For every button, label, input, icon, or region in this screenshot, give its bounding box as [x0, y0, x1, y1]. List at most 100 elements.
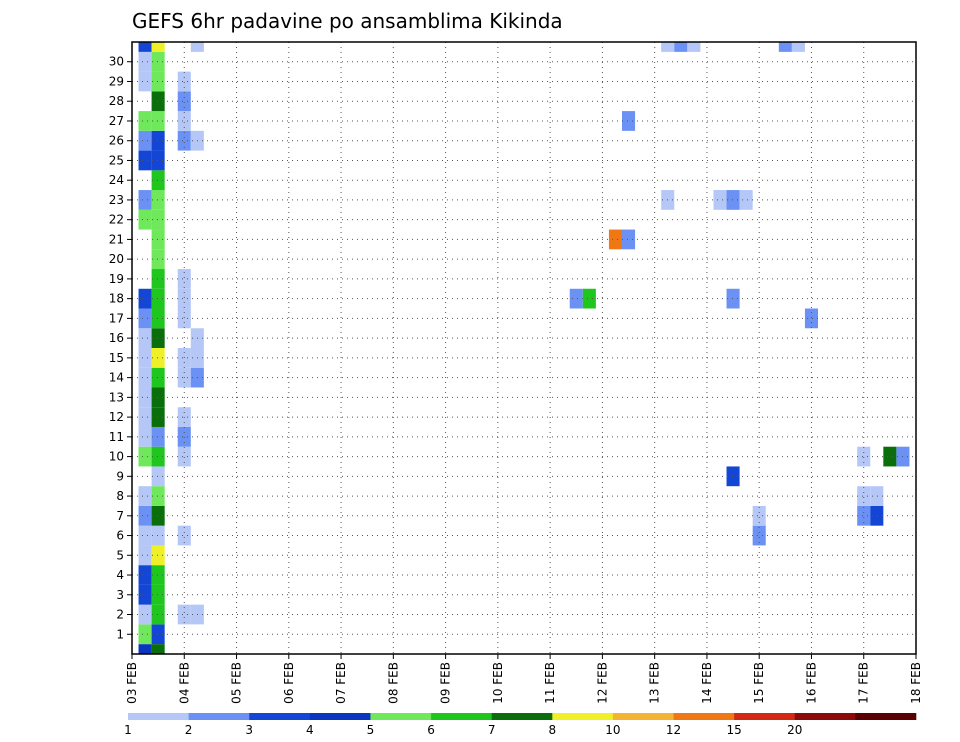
x-tick-label: 05 FEB: [230, 662, 244, 704]
precip-cell: [883, 446, 897, 467]
y-tick-label: 14: [109, 371, 124, 385]
colorbar-label: 12: [666, 723, 681, 737]
x-tick-label: 16 FEB: [804, 662, 818, 704]
precip-cell: [752, 505, 766, 526]
colorbar-label: 3: [245, 723, 253, 737]
y-tick-label: 27: [109, 114, 124, 128]
precip-cell: [151, 229, 165, 250]
precip-cell: [857, 505, 871, 526]
precip-cell: [138, 644, 152, 654]
precip-cell: [857, 486, 871, 506]
precip-cell: [739, 190, 753, 210]
precip-cell: [778, 42, 792, 52]
precip-cell: [151, 624, 165, 645]
precip-cell: [138, 42, 152, 52]
y-tick-label: 3: [116, 588, 124, 602]
colorbar-label: 10: [605, 723, 620, 737]
precip-cell: [857, 446, 871, 467]
y-tick-label: 2: [116, 608, 124, 622]
precip-cell: [177, 604, 191, 625]
precip-cell: [870, 486, 884, 506]
precip-cell: [138, 111, 152, 131]
x-tick-label: 13 FEB: [648, 662, 662, 704]
colorbar-swatch: [431, 713, 492, 720]
precip-cell: [151, 71, 165, 92]
precip-cell: [151, 407, 165, 427]
precip-cell: [151, 446, 165, 467]
precip-cell: [138, 387, 152, 408]
precip-cell: [151, 130, 165, 151]
x-tick-label: 17 FEB: [857, 662, 871, 704]
colorbar-swatch: [128, 713, 189, 720]
y-tick-label: 8: [116, 489, 124, 503]
precip-cell: [138, 525, 152, 546]
x-tick-label: 04 FEB: [177, 662, 191, 704]
precip-cell: [151, 42, 165, 52]
x-tick-label: 18 FEB: [909, 662, 923, 704]
x-tick-label: 08 FEB: [386, 662, 400, 704]
precip-cell: [151, 209, 165, 230]
precip-cell: [151, 466, 165, 487]
precip-cell: [622, 229, 636, 250]
colorbar-swatch: [734, 713, 796, 720]
precip-cell: [661, 42, 675, 52]
precip-cell: [138, 604, 152, 625]
x-tick-label: 11 FEB: [543, 662, 557, 704]
precip-cell: [151, 190, 165, 210]
precip-cell: [138, 426, 152, 447]
colorbar-label: 7: [488, 723, 496, 737]
precip-cell: [138, 51, 152, 72]
precip-cell: [177, 269, 191, 289]
precip-cell: [569, 288, 583, 309]
colorbar-swatch: [309, 713, 371, 720]
precip-cell: [138, 190, 152, 210]
y-tick-label: 23: [109, 193, 124, 207]
precip-cell: [151, 51, 165, 72]
x-tick-label: 10 FEB: [491, 662, 505, 704]
precip-cell: [151, 308, 165, 329]
y-tick-label: 16: [109, 331, 124, 345]
precip-cell: [151, 486, 165, 506]
precip-cell: [151, 288, 165, 309]
precip-cell: [138, 486, 152, 506]
y-tick-label: 21: [109, 232, 124, 246]
precip-cell: [151, 426, 165, 447]
colorbar-label: 4: [306, 723, 314, 737]
y-tick-label: 13: [109, 390, 124, 404]
y-tick-label: 20: [109, 252, 124, 266]
x-tick-label: 09 FEB: [439, 662, 453, 704]
precip-cell: [151, 170, 165, 191]
plot-frame: [131, 41, 917, 655]
y-tick-label: 1: [116, 627, 124, 641]
colorbar-swatch: [673, 713, 735, 720]
precip-cell: [138, 565, 152, 585]
precip-cell: [138, 584, 152, 605]
colorbar-label: 6: [427, 723, 435, 737]
y-tick-label: 12: [109, 410, 124, 424]
y-tick-label: 10: [109, 450, 124, 464]
precip-cell: [177, 111, 191, 131]
y-tick-label: 30: [109, 55, 124, 69]
precip-cell: [151, 348, 165, 368]
precip-cell: [177, 288, 191, 309]
precip-cell: [151, 584, 165, 605]
y-tick-label: 7: [116, 509, 124, 523]
y-tick-label: 6: [116, 529, 124, 543]
precip-cell: [151, 111, 165, 131]
precip-cell: [582, 288, 596, 309]
precip-cell: [138, 308, 152, 329]
precip-cell: [791, 42, 805, 52]
colorbar-swatch: [491, 713, 553, 720]
precip-cell: [138, 407, 152, 427]
precip-cell: [138, 150, 152, 171]
colorbar-swatch: [612, 713, 674, 720]
y-tick-label: 17: [109, 311, 124, 325]
precip-cell: [177, 91, 191, 112]
precip-cell: [687, 42, 701, 52]
precip-cell: [138, 367, 152, 388]
colorbar-swatch: [370, 713, 432, 720]
precip-cell: [726, 190, 740, 210]
x-tick-label: 15 FEB: [752, 662, 766, 704]
precip-cell: [151, 367, 165, 388]
precip-cell: [608, 229, 622, 250]
